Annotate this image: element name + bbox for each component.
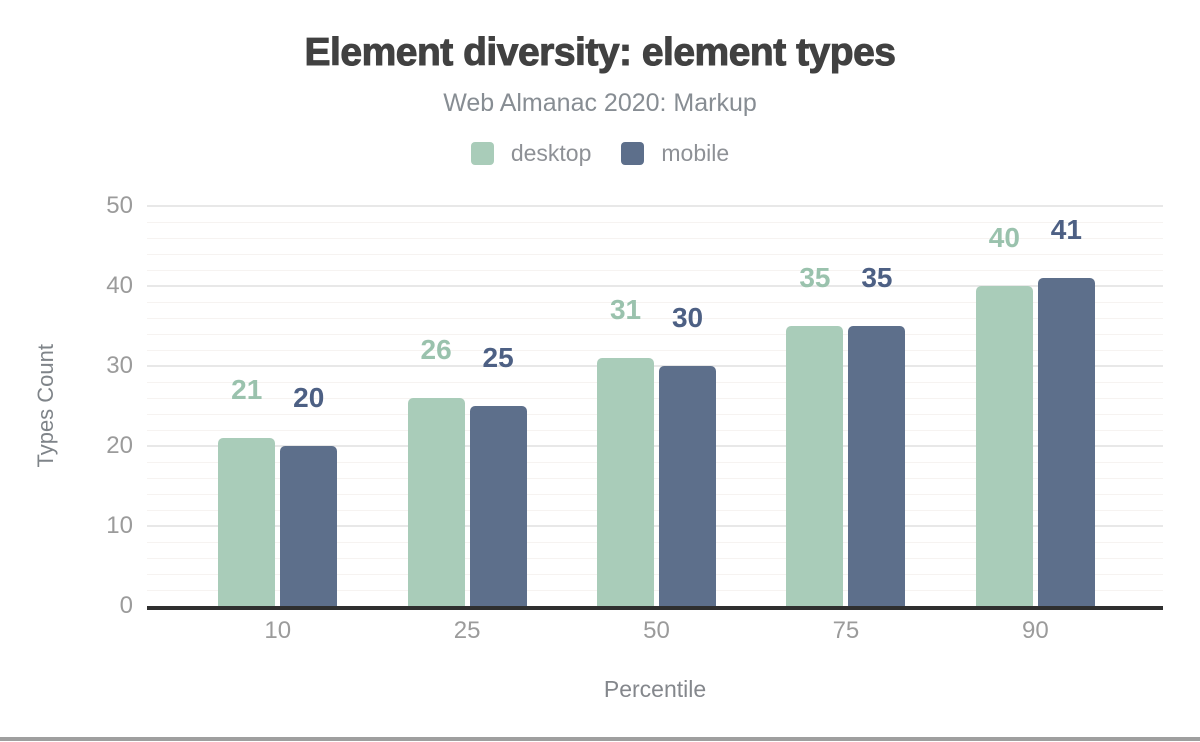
chart-title: Element diversity: element types bbox=[304, 31, 896, 75]
bar-mobile-25 bbox=[469, 406, 527, 606]
gridline-major bbox=[147, 525, 1163, 527]
legend-label-desktop: desktop bbox=[510, 140, 592, 166]
bar-column-mobile-50: 30 bbox=[659, 302, 717, 606]
x-tick-label-75: 75 bbox=[832, 617, 860, 644]
gridline-minor bbox=[147, 590, 1163, 591]
bar-column-mobile-75: 35 bbox=[848, 262, 906, 606]
bar-desktop-25 bbox=[407, 398, 465, 606]
chart-subtitle: Web Almanac 2020: Markup bbox=[443, 89, 757, 117]
legend-item-desktop: desktop bbox=[470, 140, 592, 166]
bar-mobile-10 bbox=[280, 446, 338, 606]
gridline-major bbox=[147, 445, 1163, 447]
x-tick-label-10: 10 bbox=[264, 617, 292, 644]
x-axis-ticks: 10 25 50 75 90 bbox=[183, 619, 1130, 643]
bar-value-desktop-50: 31 bbox=[609, 294, 642, 325]
bar-column-mobile-25: 25 bbox=[469, 342, 527, 606]
gridline-minor bbox=[147, 238, 1163, 239]
bar-pair-10: 21 20 bbox=[218, 374, 338, 606]
gridline-major bbox=[147, 285, 1163, 287]
gridline-minor bbox=[147, 510, 1163, 511]
gridline-minor bbox=[147, 414, 1163, 415]
x-axis-line bbox=[147, 606, 1163, 610]
gridline-minor bbox=[147, 494, 1163, 495]
bar-column-desktop-75: 35 bbox=[786, 262, 844, 606]
gridline-minor bbox=[147, 558, 1163, 559]
y-axis-ticks: 0 10 20 30 40 50 bbox=[0, 194, 133, 618]
bar-pair-50: 31 30 bbox=[597, 294, 717, 606]
y-tick-label-10: 10 bbox=[106, 512, 133, 539]
bar-pair-90: 40 41 bbox=[975, 214, 1095, 606]
gridline-major bbox=[147, 205, 1163, 207]
bar-column-desktop-25: 26 bbox=[407, 334, 465, 606]
bar-pair-75: 35 35 bbox=[786, 262, 906, 606]
gridline-minor bbox=[147, 398, 1163, 399]
x-tick-label-25: 25 bbox=[453, 617, 481, 644]
gridline-minor bbox=[147, 318, 1163, 319]
legend-item-mobile: mobile bbox=[621, 141, 729, 166]
gridline-minor bbox=[147, 542, 1163, 543]
bar-group-25: 26 25 bbox=[372, 206, 561, 606]
legend-swatch-desktop bbox=[470, 142, 494, 165]
gridline-minor bbox=[147, 430, 1163, 431]
gridline-minor bbox=[147, 270, 1163, 271]
gridline-minor bbox=[147, 254, 1163, 255]
legend: desktop mobile bbox=[0, 141, 1200, 166]
gridline-major bbox=[147, 365, 1163, 367]
bar-desktop-10 bbox=[218, 438, 276, 606]
bar-value-mobile-10: 20 bbox=[293, 382, 325, 413]
plot-area: 21 20 26 25 31 30 35 35 40 41 bbox=[147, 205, 1163, 606]
x-tick-label-50: 50 bbox=[643, 617, 670, 644]
bar-column-desktop-50: 31 bbox=[597, 294, 655, 606]
gridline-minor bbox=[147, 334, 1163, 335]
legend-swatch-mobile bbox=[621, 142, 645, 165]
gridline-minor bbox=[147, 382, 1163, 383]
bars-layer: 21 20 26 25 31 30 35 35 40 41 bbox=[183, 206, 1130, 606]
gridline-minor bbox=[147, 574, 1163, 575]
y-tick-label-0: 0 bbox=[119, 592, 133, 619]
bar-value-desktop-25: 26 bbox=[420, 334, 452, 365]
bar-value-desktop-90: 40 bbox=[988, 222, 1020, 253]
gridline-minor bbox=[147, 478, 1163, 479]
bar-value-desktop-75: 35 bbox=[799, 262, 831, 293]
gridline-minor bbox=[147, 302, 1163, 303]
legend-label-mobile: mobile bbox=[661, 140, 730, 166]
bar-desktop-90 bbox=[975, 286, 1033, 606]
bar-value-mobile-75: 35 bbox=[861, 262, 893, 293]
bar-value-mobile-50: 30 bbox=[671, 302, 704, 333]
bar-desktop-75 bbox=[786, 326, 844, 606]
bar-group-90: 40 41 bbox=[941, 206, 1130, 606]
bar-desktop-50 bbox=[597, 358, 655, 606]
x-tick-label-90: 90 bbox=[1021, 617, 1049, 644]
bar-column-desktop-10: 21 bbox=[218, 374, 276, 606]
gridline-minor bbox=[147, 462, 1163, 463]
y-tick-label-40: 40 bbox=[106, 272, 133, 299]
bar-mobile-90 bbox=[1037, 278, 1095, 606]
bottom-border-strip bbox=[0, 737, 1200, 741]
bar-group-75: 35 35 bbox=[751, 206, 940, 606]
bar-pair-25: 26 25 bbox=[407, 334, 527, 606]
gridline-minor bbox=[147, 222, 1163, 223]
bar-value-desktop-10: 21 bbox=[231, 374, 263, 405]
bar-column-mobile-10: 20 bbox=[280, 382, 338, 606]
bar-mobile-50 bbox=[659, 366, 717, 606]
gridline-minor bbox=[147, 350, 1163, 351]
bar-group-10: 21 20 bbox=[183, 206, 372, 606]
bar-column-desktop-90: 40 bbox=[975, 222, 1033, 606]
x-axis-title: Percentile bbox=[603, 676, 707, 702]
y-tick-label-30: 30 bbox=[106, 352, 133, 379]
bar-value-mobile-90: 41 bbox=[1050, 214, 1082, 245]
bar-column-mobile-90: 41 bbox=[1037, 214, 1095, 606]
y-tick-label-20: 20 bbox=[106, 432, 133, 459]
y-tick-label-50: 50 bbox=[106, 192, 133, 219]
bar-group-50: 31 30 bbox=[562, 206, 751, 606]
bar-value-mobile-25: 25 bbox=[482, 342, 514, 373]
bar-mobile-75 bbox=[848, 326, 906, 606]
